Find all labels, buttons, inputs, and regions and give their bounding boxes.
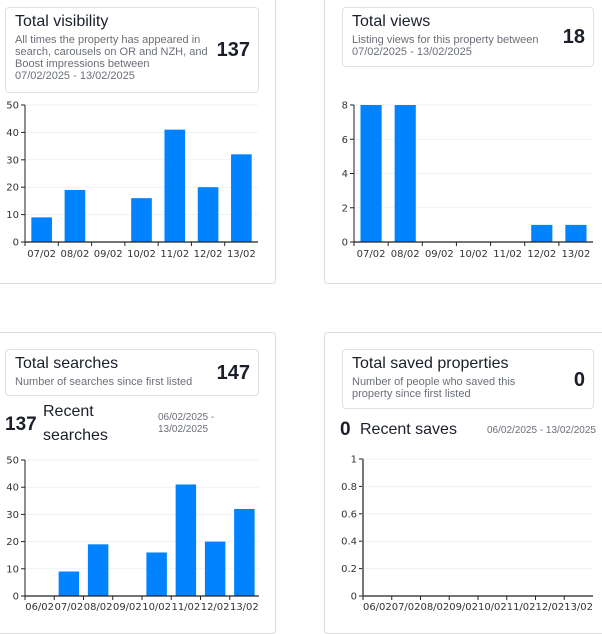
x-tick-label: 07/02	[392, 602, 421, 613]
x-tick-label: 08/02	[61, 249, 90, 260]
bar-07-02	[58, 571, 80, 596]
visibility-description: All times the property has appeared in s…	[15, 34, 208, 82]
searches-chart: 0 10 20 30 40 50 06/02 07/02 08/02 09/02 10/02 11/0…	[6, 456, 259, 613]
searches-total: 147	[216, 362, 250, 384]
y-tick-label: 10	[6, 564, 19, 575]
bar-10-02	[131, 198, 152, 242]
searches-description: Number of searches since first listed	[15, 376, 193, 388]
recent-saves-range: 06/02/2025 - 13/02/2025	[487, 425, 596, 436]
bar-13-02	[565, 224, 587, 242]
visibility-total: 137	[216, 39, 250, 61]
recent-searches-range: 06/02/2025 - 13/02/2025	[158, 412, 215, 435]
x-tick-label: 10/02	[478, 602, 507, 613]
bar-07-02	[31, 217, 52, 242]
views-chart: 0 2 4 6 8 07/02 08/02 09/02 10/02 11/02 12/02 13/02	[342, 101, 593, 260]
y-tick-label: 0	[13, 592, 19, 603]
searches-title: Total searches	[15, 355, 119, 372]
x-tick-label: 10/02	[459, 249, 488, 260]
x-tick-label: 13/02	[230, 602, 259, 613]
recent-searches-count: 137	[5, 414, 37, 435]
bar-12-02	[204, 541, 226, 596]
views-description: Listing views for this property between …	[352, 34, 539, 58]
x-tick-label: 11/02	[160, 249, 189, 260]
x-tick-label: 10/02	[142, 602, 171, 613]
y-tick-label: 2	[342, 203, 348, 214]
bar-12-02	[197, 187, 219, 242]
searches-header: Total searches Number of searches since …	[5, 349, 259, 396]
x-tick-label: 12/02	[527, 249, 556, 260]
y-tick-label: 40	[6, 128, 19, 139]
y-tick-label: 0.8	[341, 482, 357, 493]
y-tick-label: 1	[351, 455, 357, 466]
views-header: Total views Listing views for this prope…	[342, 7, 594, 67]
visibility-header: Total visibility All times the property …	[5, 7, 259, 93]
bar-13-02	[231, 154, 252, 242]
y-tick-label: 0	[342, 238, 348, 249]
bar-08-02	[394, 105, 416, 242]
saves-title: Total saved properties	[352, 355, 509, 372]
x-tick-label: 11/02	[171, 602, 200, 613]
y-tick-label: 30	[6, 510, 19, 521]
bar-11-02	[175, 484, 197, 596]
recent-searches-label: Recent searches	[43, 403, 108, 444]
x-tick-label: 08/02	[420, 602, 449, 613]
x-tick-label: 12/02	[194, 249, 223, 260]
x-tick-label: 13/02	[564, 602, 593, 613]
y-tick-label: 0.4	[341, 537, 357, 548]
y-tick-label: 0	[13, 238, 19, 249]
bar-11-02	[164, 129, 186, 242]
visibility-chart: 0 10 20 30 40 50 07/02 08/02 09/02 10/02 11/02 12/0…	[6, 101, 258, 260]
bar-12-02	[531, 224, 553, 242]
x-tick-label: 11/02	[493, 249, 522, 260]
y-tick-label: 10	[6, 210, 19, 221]
x-tick-label: 13/02	[562, 249, 591, 260]
x-tick-label: 06/02	[363, 602, 392, 613]
saves-total: 0	[573, 369, 585, 391]
y-tick-label: 8	[342, 101, 348, 112]
saves-description: Number of people who saved this property…	[352, 376, 516, 400]
x-tick-label: 12/02	[535, 602, 564, 613]
y-tick-label: 4	[342, 169, 348, 180]
x-tick-label: 11/02	[507, 602, 536, 613]
x-tick-label: 08/02	[391, 249, 420, 260]
x-tick-label: 07/02	[357, 249, 386, 260]
recent-saves-label: Recent saves	[360, 421, 457, 438]
y-tick-label: 50	[6, 101, 19, 112]
x-tick-label: 09/02	[94, 249, 123, 260]
y-tick-label: 0.6	[341, 509, 357, 520]
y-tick-label: 50	[6, 456, 19, 467]
x-tick-label: 12/02	[201, 602, 230, 613]
saves-header: Total saved properties Number of people …	[342, 349, 594, 409]
x-tick-label: 13/02	[227, 249, 256, 260]
bar-07-02	[360, 105, 382, 242]
views-total: 18	[562, 26, 585, 48]
visibility-title: Total visibility	[15, 13, 109, 30]
y-tick-label: 6	[342, 135, 348, 146]
y-tick-label: 30	[6, 155, 19, 166]
bar-10-02	[146, 552, 167, 596]
y-tick-label: 0	[351, 592, 357, 603]
x-tick-label: 07/02	[27, 249, 56, 260]
x-tick-label: 07/02	[54, 602, 83, 613]
x-tick-label: 08/02	[84, 602, 113, 613]
y-tick-label: 20	[6, 537, 19, 548]
y-tick-label: 0.2	[341, 564, 357, 575]
recent-saves-count: 0	[340, 419, 351, 440]
x-tick-label: 10/02	[127, 249, 156, 260]
bar-08-02	[64, 189, 86, 242]
y-tick-label: 40	[6, 483, 19, 494]
x-tick-label: 09/02	[449, 602, 478, 613]
x-tick-label: 09/02	[425, 249, 454, 260]
y-tick-label: 20	[6, 183, 19, 194]
bar-13-02	[234, 508, 255, 596]
views-title: Total views	[352, 13, 431, 30]
x-tick-label: 06/02	[25, 602, 54, 613]
x-tick-label: 09/02	[113, 602, 142, 613]
bar-08-02	[87, 544, 109, 596]
